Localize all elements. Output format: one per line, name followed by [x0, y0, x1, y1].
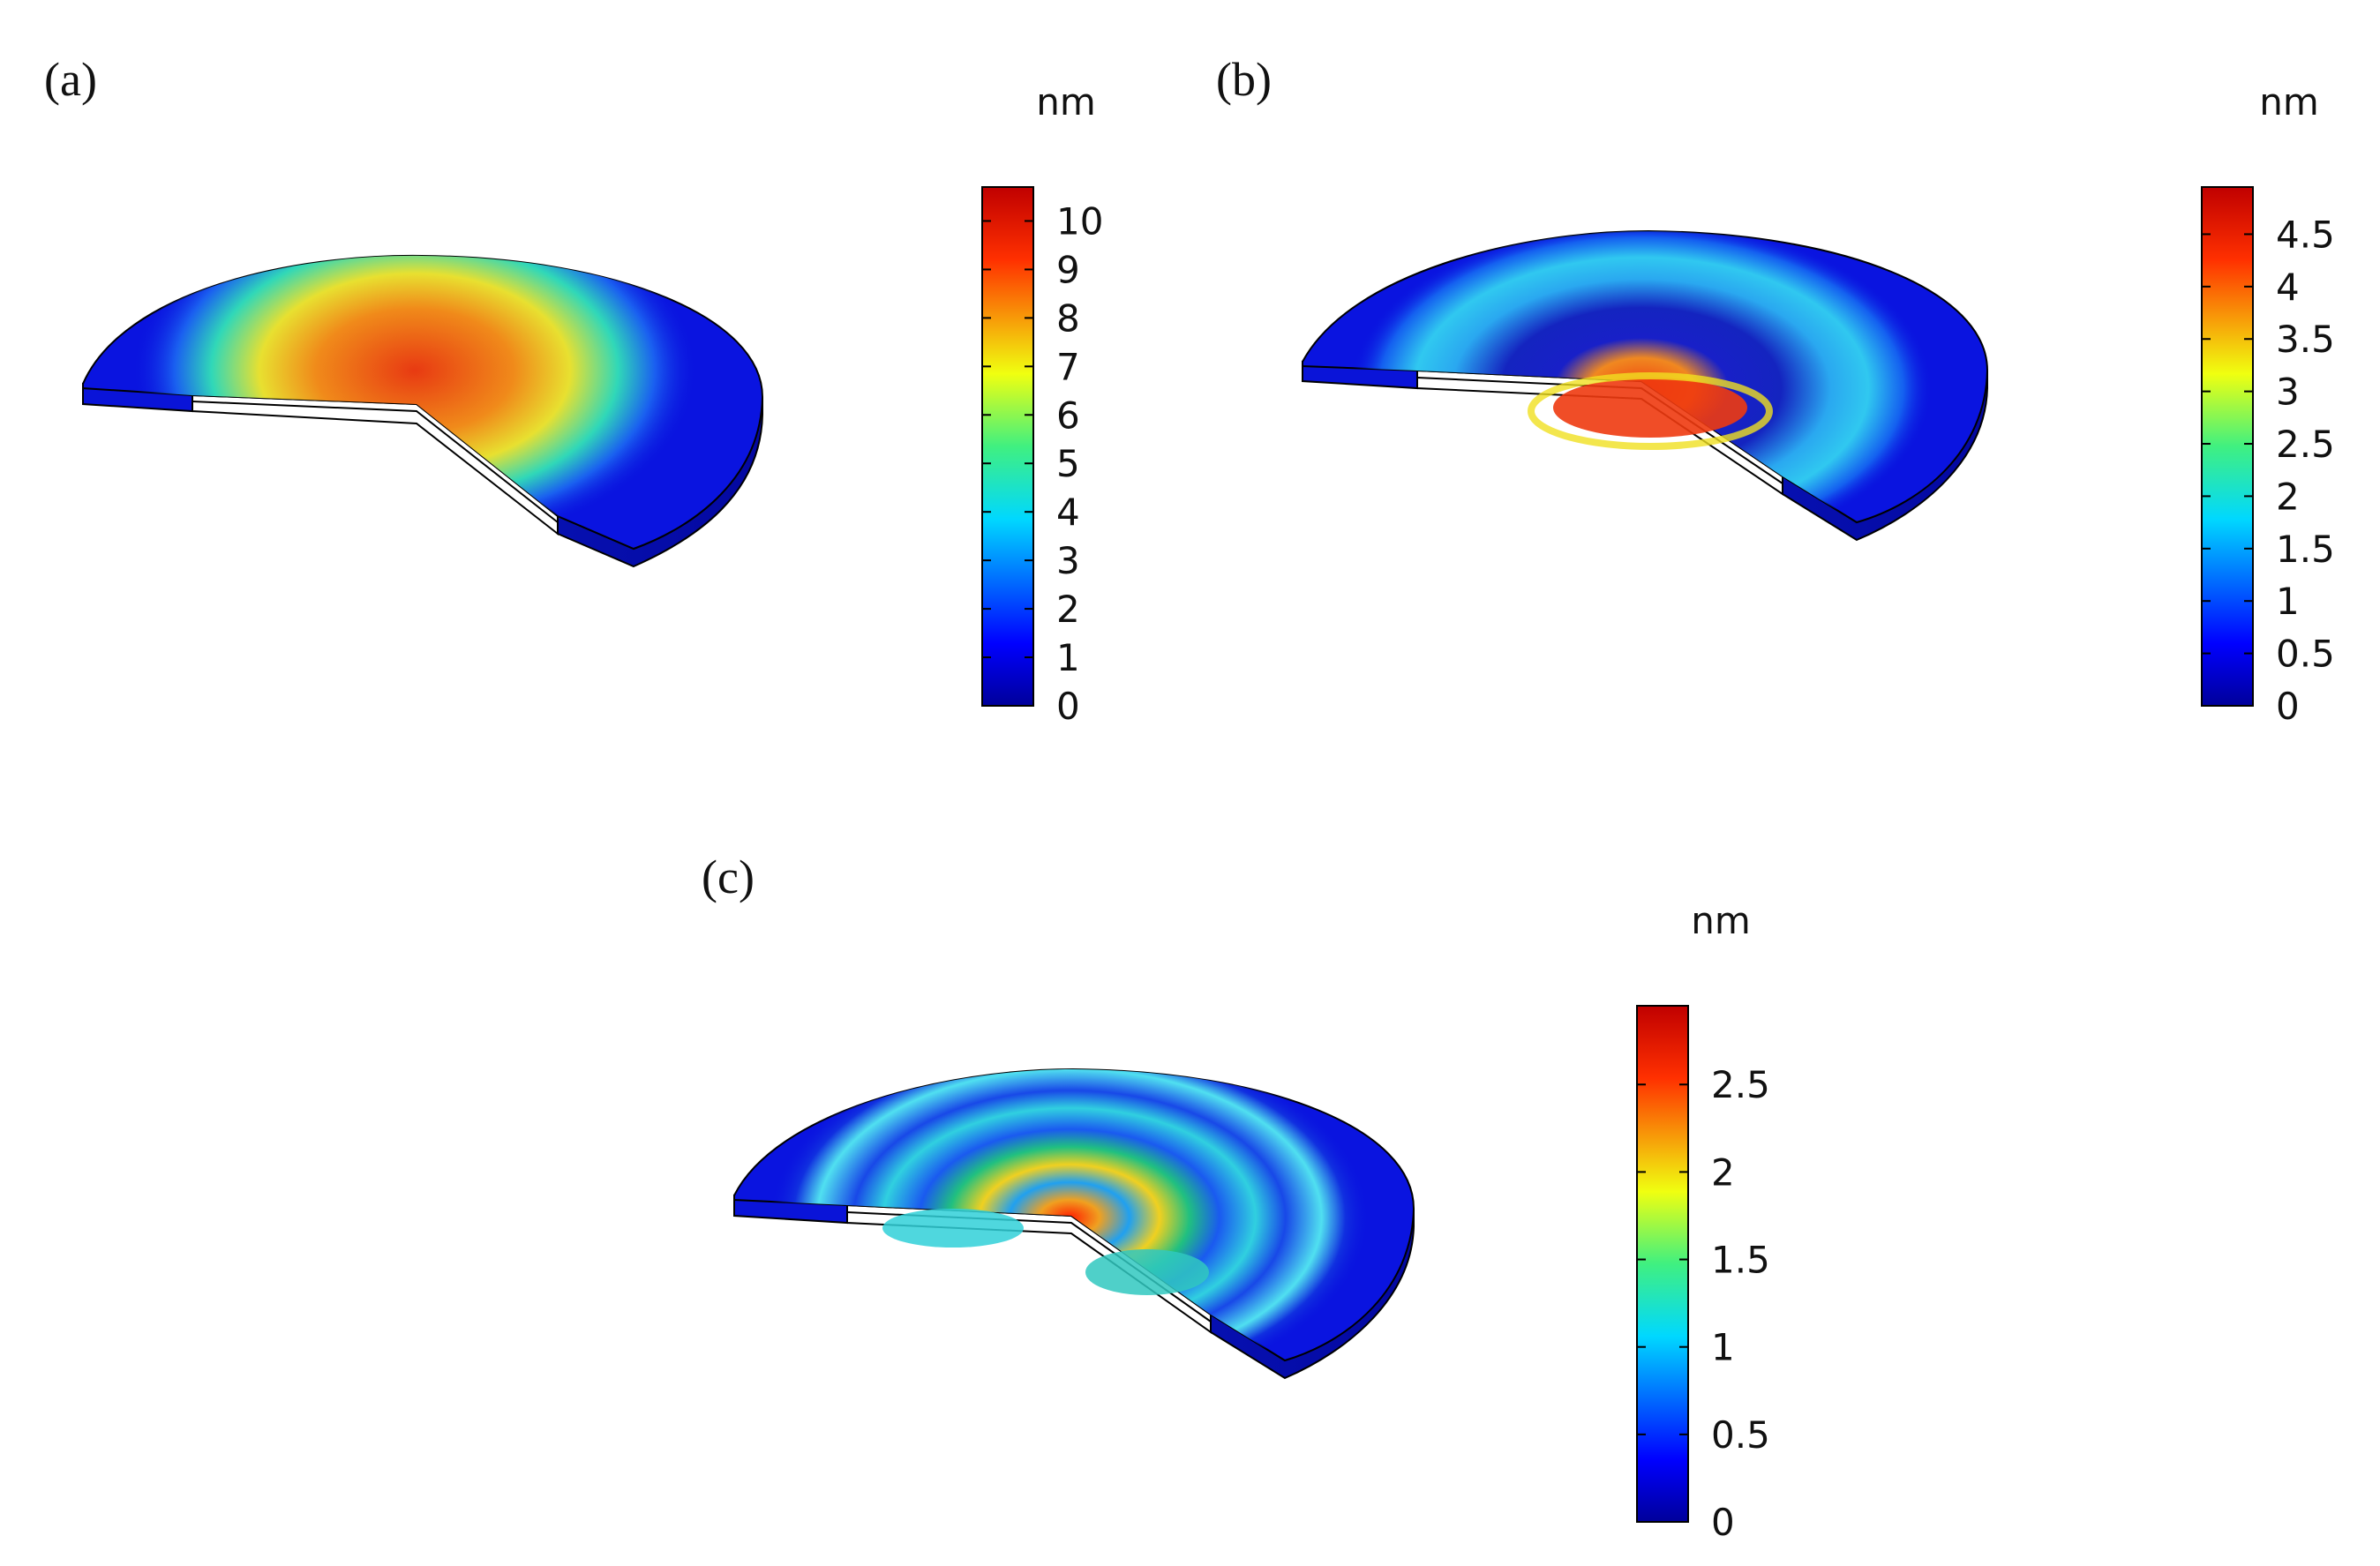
colorbar-tick-label: 1.5 — [1711, 1239, 1770, 1282]
panel-a-unit: nm — [1036, 80, 1096, 124]
colorbar-tick-label: 2.5 — [1711, 1063, 1770, 1106]
colorbar-tick-label: 2 — [2276, 475, 2300, 518]
colorbar-tick-label: 0.5 — [1711, 1413, 1770, 1457]
panel-b-label: (b) — [1216, 53, 1272, 106]
colorbar-tick-label: 2 — [1056, 588, 1080, 631]
panel-a-colorbar-bar — [981, 186, 1034, 707]
colorbar-tick-label: 0 — [1056, 685, 1080, 728]
colorbar-tick-label: 0.5 — [2276, 633, 2335, 676]
panel-b-colorbar-bar — [2201, 186, 2254, 707]
panel-b-unit: nm — [2259, 80, 2319, 124]
panel-b: (b) nm 0 0.5 1 1.5 2 2.5 3 3.5 4 4.5 — [1216, 53, 2335, 728]
panel-c-colorbar: nm 0 0.5 1 1.5 2 2.5 — [1636, 899, 1770, 1544]
colorbar-tick-label: 0 — [1711, 1501, 1735, 1544]
colorbar-tick-label: 1 — [2276, 580, 2300, 623]
colorbar-tick-label: 10 — [1056, 199, 1103, 243]
colorbar-tick-label: 8 — [1056, 296, 1080, 340]
colorbar-tick-label: 1.5 — [2276, 528, 2335, 571]
colorbar-tick-label: 9 — [1056, 248, 1080, 291]
panel-c-label: (c) — [702, 850, 755, 903]
colorbar-tick-label: 0 — [2276, 685, 2300, 728]
panel-a: (a) nm 0 1 2 3 4 5 6 7 8 9 10 — [44, 53, 1103, 728]
colorbar-tick-label: 2 — [1711, 1150, 1735, 1194]
panel-a-disk — [82, 254, 764, 568]
panel-a-colorbar: nm 0 1 2 3 4 5 6 7 8 9 10 — [981, 80, 1103, 728]
colorbar-tick-label: 4 — [1056, 491, 1080, 534]
panel-c: (c) nm 0 0.5 1 1.5 2 2.5 — [702, 850, 1770, 1544]
colorbar-tick-label: 1 — [1056, 636, 1080, 679]
panel-c-unit: nm — [1691, 899, 1751, 942]
colorbar-tick-label: 1 — [1711, 1326, 1735, 1369]
panel-b-colorbar: nm 0 0.5 1 1.5 2 2.5 3 3.5 4 4.5 — [2201, 80, 2335, 728]
panel-b-ticks: 0 0.5 1 1.5 2 2.5 3 3.5 4 4.5 — [2202, 213, 2335, 728]
colorbar-tick-label: 6 — [1056, 393, 1080, 437]
colorbar-tick-label: 5 — [1056, 442, 1080, 485]
colorbar-tick-label: 3 — [1056, 539, 1080, 582]
panel-b-disk — [1302, 229, 1989, 542]
colorbar-tick-label: 3 — [2276, 371, 2300, 414]
colorbar-tick-label: 3.5 — [2276, 318, 2335, 361]
colorbar-tick-label: 4.5 — [2276, 213, 2335, 256]
panel-a-ticks: 0 1 2 3 4 5 6 7 8 9 10 — [982, 199, 1103, 728]
panel-c-ticks: 0 0.5 1 1.5 2 2.5 — [1637, 1063, 1770, 1544]
panel-c-disk — [733, 1068, 1415, 1380]
panel-c-colorbar-bar — [1636, 1005, 1689, 1523]
panel-a-label: (a) — [44, 53, 97, 106]
colorbar-tick-label: 2.5 — [2276, 423, 2335, 466]
colorbar-tick-label: 7 — [1056, 345, 1080, 388]
colorbar-tick-label: 4 — [2276, 266, 2300, 309]
